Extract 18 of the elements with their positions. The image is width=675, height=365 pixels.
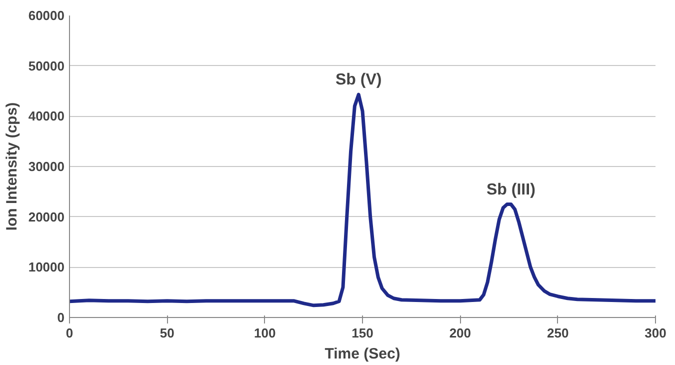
line-series — [70, 92, 656, 308]
y-tick-label: 40000 — [28, 108, 65, 124]
y-tick-label: 30000 — [28, 159, 65, 174]
y-tick-label: 60000 — [28, 8, 65, 23]
y-tick-label: 20000 — [28, 209, 65, 224]
x-axis-title: Time (Sec) — [324, 346, 400, 362]
y-axis-title: Ion Intensity (cps) — [3, 102, 20, 231]
y-tick-label: 0 — [57, 310, 65, 325]
x-tick-label: 300 — [644, 326, 666, 340]
x-tick-label: 50 — [160, 326, 174, 340]
y-tick-label: 50000 — [28, 58, 65, 74]
annotation: Sb (V) — [335, 72, 382, 89]
x-tick-label: 200 — [449, 326, 472, 340]
x-tick-label: 100 — [254, 326, 276, 340]
y-tick-label: 10000 — [28, 260, 65, 275]
x-tick-label: 250 — [546, 326, 569, 340]
annotation: Sb (III) — [486, 181, 536, 198]
x-tick-label: 150 — [352, 326, 374, 340]
